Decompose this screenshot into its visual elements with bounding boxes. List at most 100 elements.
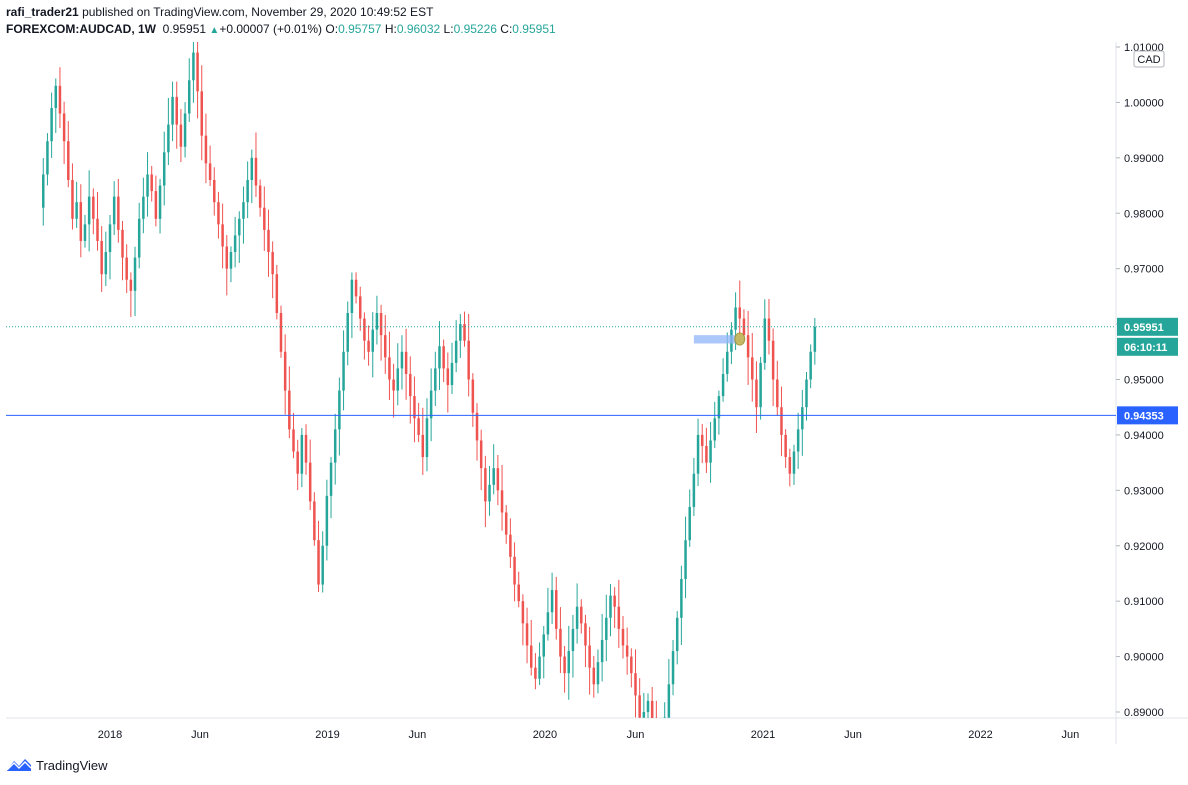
candle-body — [233, 235, 237, 253]
candle-body — [492, 468, 495, 485]
price-tick-label: 0.93000 — [1124, 485, 1164, 497]
marker-point — [734, 332, 746, 346]
candle-body — [488, 484, 491, 502]
tradingview-brand: TradingView — [36, 757, 108, 773]
time-tick-label: 2022 — [968, 729, 992, 741]
candle-body — [559, 628, 562, 657]
candle-body — [438, 346, 441, 369]
candle-body — [621, 628, 625, 646]
candle-body — [283, 351, 287, 391]
candle-body — [642, 712, 646, 718]
candle-body — [54, 85, 58, 108]
price-tick-label: 0.94000 — [1124, 430, 1164, 442]
candle-body — [713, 418, 716, 441]
candle-body — [342, 351, 345, 391]
candle-body — [100, 240, 103, 275]
candle-body — [792, 451, 796, 474]
candle-body — [671, 651, 675, 685]
candle-body — [196, 52, 199, 92]
candle-body — [500, 490, 504, 513]
candle-body — [546, 612, 550, 635]
horizontal-line-tag — [1117, 406, 1178, 425]
candle-body — [780, 407, 783, 435]
price-tick-label: 0.92000 — [1124, 541, 1164, 553]
candle-body — [596, 662, 600, 685]
open-label: O: — [325, 22, 339, 36]
price-tick-label: 1.00000 — [1124, 97, 1164, 109]
close-label: C: — [500, 22, 513, 36]
candle-body — [221, 224, 224, 247]
candle-body — [555, 590, 558, 629]
candle-body — [471, 379, 475, 413]
candle-body — [663, 717, 666, 718]
candle-body — [446, 368, 450, 386]
candle-body — [567, 651, 571, 674]
current-price-label: 0.95951 — [1124, 322, 1164, 334]
candle-body — [734, 307, 737, 330]
candle-body — [62, 113, 66, 142]
candle-body — [71, 180, 74, 219]
candle-body — [525, 623, 529, 646]
candle-body — [650, 700, 654, 718]
candle-body — [534, 667, 537, 679]
candle-body — [179, 124, 183, 147]
candle-body — [692, 473, 696, 507]
candle-body — [379, 313, 383, 336]
price-change: +0.00007 (+0.01%) — [219, 22, 323, 36]
candle-body — [479, 440, 483, 469]
username: rafi_trader21 — [6, 5, 79, 19]
candle-body — [162, 152, 166, 186]
candle-body — [421, 434, 425, 458]
candle-body — [137, 218, 141, 258]
candle-body — [229, 252, 233, 269]
candle-body — [605, 617, 608, 640]
time-tick-label: Jun — [409, 729, 427, 741]
candle-body — [396, 368, 400, 391]
countdown-tag — [1117, 337, 1178, 356]
candle-body — [358, 296, 362, 319]
candle-body — [680, 579, 683, 618]
candle-body — [746, 335, 750, 358]
candle-body — [592, 667, 596, 685]
candle-body — [726, 351, 729, 374]
candle-body — [813, 326, 817, 352]
candle-body — [83, 224, 87, 241]
candle-body — [513, 556, 516, 585]
time-tick-label: Jun — [1062, 729, 1080, 741]
candle-body — [638, 695, 641, 718]
up-arrow-icon: ▲ — [209, 25, 220, 36]
price-tick-label: 0.98000 — [1124, 208, 1164, 220]
candle-body — [263, 207, 266, 230]
candle-body — [442, 346, 445, 369]
candle-body — [496, 468, 500, 491]
candle-body — [600, 639, 604, 663]
candle-body — [655, 723, 658, 740]
candle-body — [217, 202, 220, 225]
candle-body — [738, 307, 742, 319]
candle-body — [50, 107, 53, 142]
candle-body — [459, 324, 462, 341]
candle-body — [329, 462, 333, 496]
candle-body — [175, 96, 178, 125]
candle-body — [246, 180, 249, 203]
tradingview-logo-icon — [6, 759, 32, 771]
candle-body — [125, 257, 128, 280]
price-tick-label: 0.91000 — [1124, 596, 1164, 608]
candle-body — [67, 141, 70, 180]
candle-body — [675, 617, 679, 652]
candle-body — [667, 684, 671, 718]
candle-body — [384, 335, 387, 358]
candle-body — [630, 656, 633, 674]
candle-body — [742, 318, 746, 336]
candle-body — [550, 590, 554, 613]
candle-body — [409, 373, 412, 397]
candle-body — [192, 52, 195, 81]
candle-body — [429, 390, 433, 419]
time-tick-label: Jun — [844, 729, 862, 741]
candle-body — [388, 357, 391, 380]
candle-body — [375, 313, 379, 330]
low-value: 0.95226 — [453, 22, 497, 36]
candle-body — [751, 357, 754, 380]
symbol-label: FOREXCOM:AUDCAD, 1W — [6, 22, 156, 36]
